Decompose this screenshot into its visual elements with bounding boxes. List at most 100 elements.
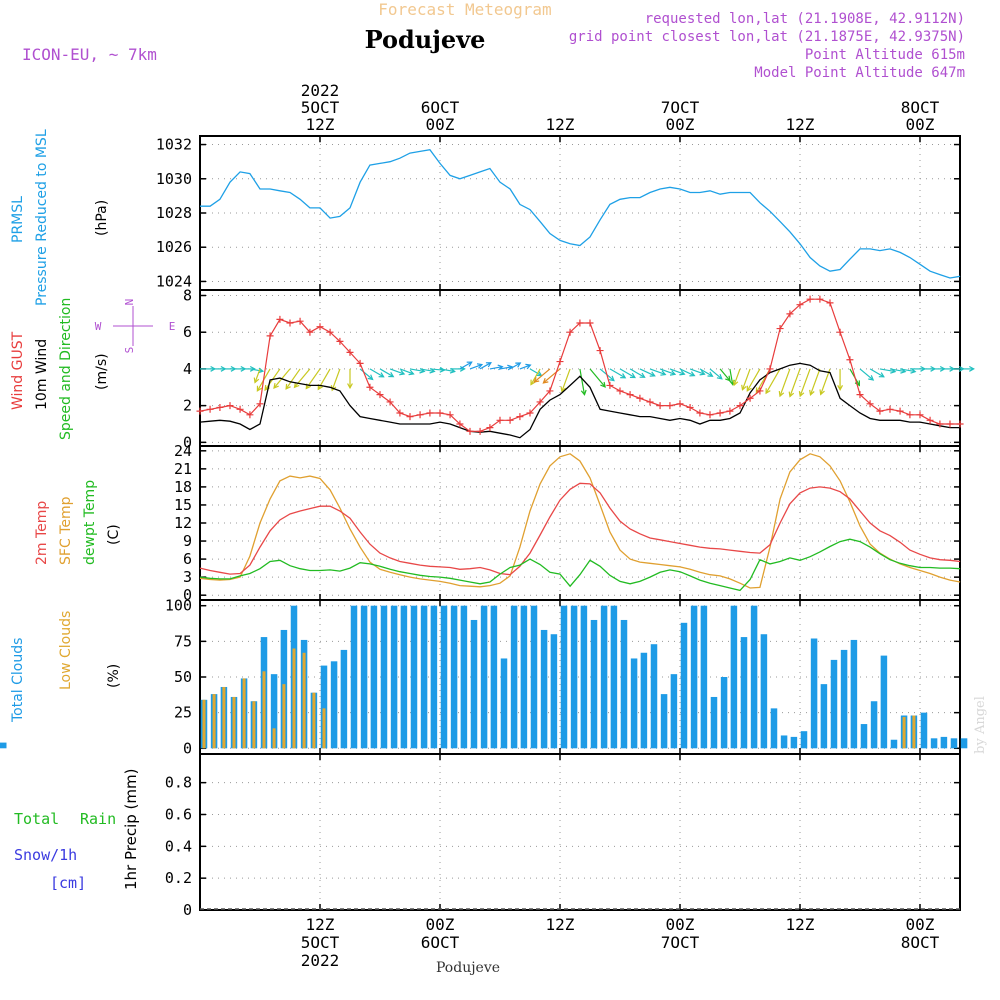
bottom-time-label: 7OCT	[661, 933, 700, 952]
wind-direction-arrow	[429, 368, 445, 371]
wind-direction-arrowhead	[699, 370, 706, 376]
y-tick-label: 0	[183, 586, 192, 604]
total-clouds-bar	[350, 605, 358, 749]
wind-gust-marker	[316, 323, 324, 331]
total-clouds-bar	[380, 605, 388, 749]
wind-direction-arrow	[530, 368, 541, 385]
total-clouds-bar	[400, 605, 408, 749]
wind-direction-arrow	[294, 368, 311, 388]
wind-direction-arrow	[719, 368, 731, 382]
wind-gust-marker	[366, 383, 374, 391]
grid-point-coords: grid point closest lon,lat (21.1875E, 42…	[569, 29, 965, 45]
wind-direction-arrowhead	[765, 388, 771, 395]
wind-direction-arrow	[589, 368, 606, 388]
total-clouds-bar	[710, 696, 718, 749]
pressure-side-labels: PRMSL Pressure Reduced to MSL (hPa)	[10, 129, 110, 306]
wind-gust-marker	[846, 356, 854, 364]
wind-gust-marker	[506, 416, 514, 424]
wind-10m-line	[199, 362, 961, 439]
total-clouds-bar	[850, 639, 858, 749]
wind-gust-marker	[516, 413, 524, 421]
low-clouds-bar	[232, 696, 236, 749]
y-tick-label: 6	[183, 323, 192, 341]
y-tick-label: 6	[183, 550, 192, 568]
wind-gust-marker	[626, 391, 634, 399]
wind-direction-arrow	[359, 368, 373, 380]
total-clouds-bar	[880, 655, 888, 749]
panel-frame	[199, 753, 961, 911]
wind-direction-arrow	[249, 368, 263, 372]
wind-direction-arrowhead	[560, 386, 566, 393]
wind-gust-marker	[906, 411, 914, 419]
total-clouds-bar	[440, 605, 448, 749]
requested-coords: requested lon,lat (21.1908E, 42.9112N)	[645, 11, 965, 27]
wind-gust-marker	[916, 411, 924, 419]
wind-gust-marker	[266, 332, 274, 340]
wind-gust-marker	[196, 407, 204, 415]
y-tick-label: 0.6	[165, 805, 192, 823]
point-altitude: Point Altitude 615m	[805, 47, 965, 63]
low-clouds-bar	[212, 694, 216, 749]
wind-direction-arrowhead	[388, 371, 395, 378]
precip-total-label: Total	[14, 810, 59, 828]
wind-gust-marker	[486, 424, 494, 432]
wind-gust-marker	[726, 407, 734, 415]
wind-direction-arrow	[820, 368, 831, 395]
total-clouds-bar	[270, 674, 278, 749]
total-clouds-bar	[480, 605, 488, 749]
y-tick-label: 0	[183, 901, 192, 919]
wind-direction-arrow	[746, 368, 761, 392]
total-clouds-bar	[390, 605, 398, 749]
top-time-label: 12Z	[786, 115, 815, 134]
panel-clouds: 0 25 50 75 100	[0, 597, 968, 757]
wind-direction-arrowhead	[466, 361, 473, 367]
wind-gust-marker	[326, 328, 334, 336]
wind-direction-arrow	[659, 368, 676, 375]
wind-gust-marker	[566, 328, 574, 336]
top-time-label: 12Z	[306, 115, 335, 134]
total-clouds-bar	[620, 619, 628, 749]
total-clouds-bar	[370, 605, 378, 749]
wind-direction-arrow	[379, 368, 394, 378]
compass-w: W	[95, 320, 102, 333]
wind-direction-arrow	[399, 368, 414, 375]
wind-direction-arrow	[533, 368, 551, 383]
wind-gust-line	[199, 298, 961, 432]
wind-gust-marker	[896, 407, 904, 415]
wind-direction-arrowhead	[716, 373, 723, 380]
top-time-label: 6OCT	[421, 98, 460, 117]
wind-direction-arrow	[561, 368, 571, 392]
wind-direction-arrow	[389, 368, 405, 375]
wind-direction-arrowhead	[367, 374, 374, 381]
total-clouds-bar	[780, 735, 788, 749]
wind-gust-marker	[816, 295, 824, 303]
wind-gust-marker	[866, 400, 874, 408]
wind-direction-arrow	[709, 368, 723, 380]
bottom-time-label: 8OCT	[901, 933, 940, 952]
panel-precip: 0 0.2 0.4 0.6 0.8	[165, 753, 961, 919]
low-clouds-bar	[272, 728, 276, 749]
pressure-label-msl: Pressure Reduced to MSL	[34, 129, 50, 306]
wind-direction-arrow	[799, 368, 811, 397]
wind-gust-marker	[686, 403, 694, 411]
bottom-time-label: 00Z	[426, 915, 455, 934]
compass-e: E	[169, 320, 176, 333]
wind-gust-marker	[296, 317, 304, 325]
total-clouds-bar	[610, 605, 618, 749]
wind-direction-arrowhead	[707, 371, 714, 377]
total-clouds-bar	[840, 649, 848, 749]
wind-direction-arrow	[729, 368, 734, 385]
temp-2m-line	[199, 482, 961, 576]
wind-direction-arrowhead	[378, 372, 385, 378]
wind-10m-label: 10m Wind	[34, 339, 50, 410]
wind-direction-arrow	[869, 368, 885, 378]
wind-gust-marker	[526, 409, 534, 417]
y-tick-label: 0	[183, 739, 192, 757]
wind-gust-marker	[386, 398, 394, 406]
wind-direction-arrow	[639, 368, 655, 377]
y-tick-label: 1032	[156, 136, 192, 154]
wind-gust-marker	[776, 325, 784, 333]
wind-gust-marker	[606, 381, 614, 389]
wind-gust-marker	[616, 387, 624, 395]
total-clouds-bar	[750, 605, 758, 749]
